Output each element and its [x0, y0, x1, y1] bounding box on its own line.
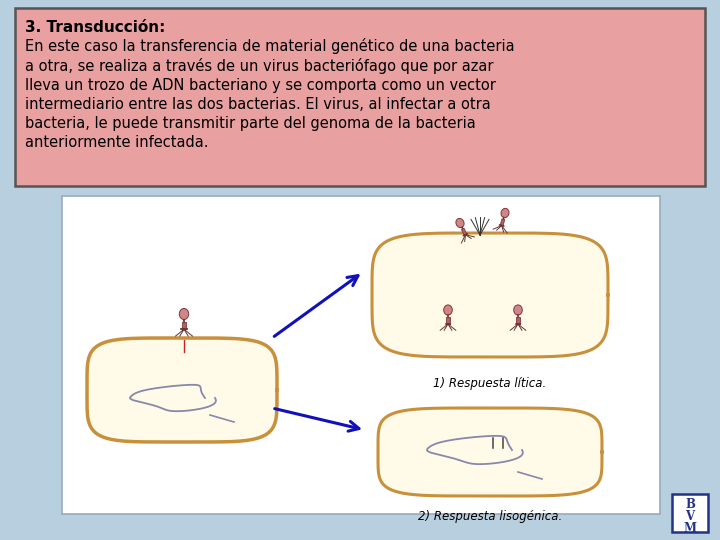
Text: V: V — [685, 510, 695, 523]
Polygon shape — [378, 408, 602, 496]
Bar — [516, 317, 520, 324]
Ellipse shape — [513, 305, 522, 315]
Text: 3. Transducción:: 3. Transducción: — [25, 20, 166, 35]
Polygon shape — [372, 233, 608, 357]
FancyBboxPatch shape — [672, 494, 708, 532]
Polygon shape — [87, 338, 277, 442]
Text: En este caso la transferencia de material genético de una bacteria
a otra, se re: En este caso la transferencia de materia… — [25, 38, 515, 150]
Text: 2) Respuesta lisogénica.: 2) Respuesta lisogénica. — [418, 510, 562, 523]
Ellipse shape — [501, 208, 509, 218]
Bar — [182, 322, 186, 329]
Text: 1) Respuesta lítica.: 1) Respuesta lítica. — [433, 377, 546, 390]
Bar — [500, 219, 505, 226]
Text: M: M — [683, 522, 696, 535]
Bar — [462, 228, 467, 235]
Ellipse shape — [444, 305, 452, 315]
FancyBboxPatch shape — [15, 8, 705, 186]
Ellipse shape — [179, 308, 189, 320]
Ellipse shape — [456, 219, 464, 227]
FancyBboxPatch shape — [62, 196, 660, 514]
Bar — [446, 317, 449, 324]
Text: B: B — [685, 498, 695, 511]
